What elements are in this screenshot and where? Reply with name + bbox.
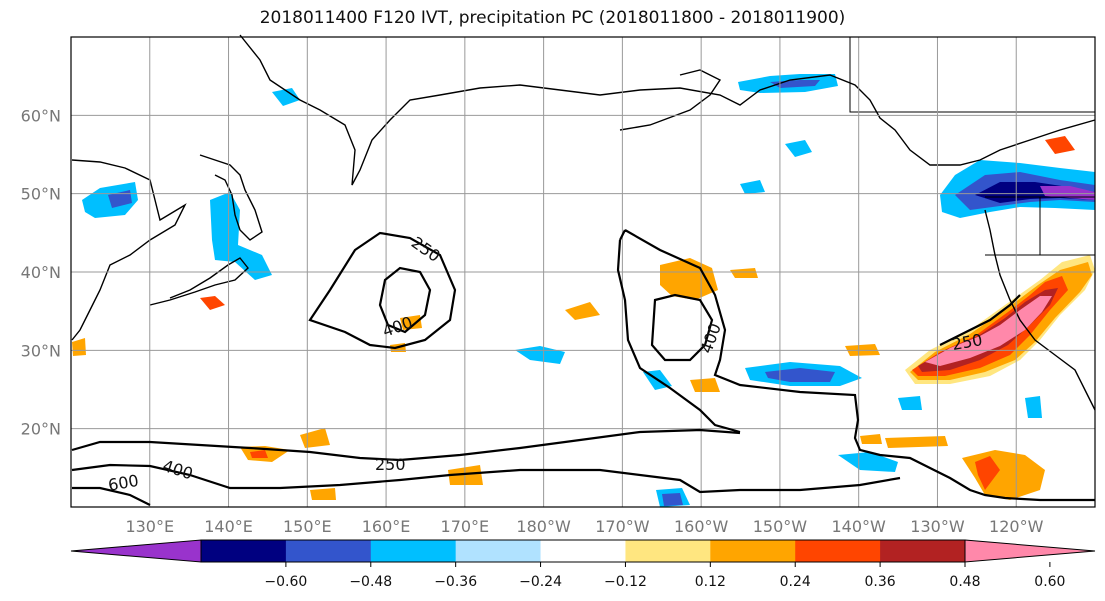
map-frame	[70, 36, 1096, 508]
colorbar-tick-label: 0.48	[949, 574, 980, 590]
lat-label: 50°N	[21, 185, 61, 204]
colorbar-extend-max	[964, 539, 1096, 563]
colorbar-outline	[200, 539, 966, 563]
contour-label-400-south: 400	[160, 456, 195, 484]
ivt-contour-250-west	[308, 231, 457, 350]
ivt-contour-250-ca	[939, 294, 1021, 346]
lat-label: 40°N	[21, 263, 61, 282]
lon-label: 150°E	[283, 517, 332, 536]
neg-region-midpac-a	[515, 346, 565, 364]
pos-region-south-e-core	[975, 456, 1000, 490]
pos-region-central-b	[690, 378, 720, 392]
neg-region-midpac-b-core	[765, 368, 835, 382]
pos-region-south-c	[860, 434, 882, 444]
colorbar-tick-label: −0.12	[604, 574, 647, 590]
pos-region-midpac-f	[400, 315, 422, 330]
colorbar-tick-label: −0.36	[434, 574, 477, 590]
colorbar-segment	[880, 540, 966, 562]
gridlines	[71, 37, 1095, 507]
colorbar-tick-label: −0.60	[264, 574, 307, 590]
colorbar-segment	[455, 540, 542, 562]
ivt-contour-250-south	[71, 428, 741, 462]
pos-region-bc-coast	[1045, 136, 1075, 154]
lon-label: 180°W	[516, 517, 571, 536]
pos-region-central-a	[660, 258, 718, 300]
pos-region-central-c	[730, 268, 758, 278]
lon-label: 160°W	[674, 517, 729, 536]
neg-region-sakhalin	[272, 88, 300, 106]
lat-label: 30°N	[21, 341, 61, 360]
lon-label: 150°W	[753, 517, 808, 536]
lon-label: 130°W	[910, 517, 965, 536]
lon-label: 170°W	[595, 517, 650, 536]
lat-label: 20°N	[21, 420, 61, 439]
map-title: 2018011400 F120 IVT, precipitation PC (2…	[259, 8, 846, 28]
colorbar: −0.60 −0.48 −0.36 −0.24 −0.12 0.12 0.24 0.36 0.4…	[70, 539, 1096, 590]
colorbar-segment	[285, 540, 372, 562]
colorbar-tick-label: 0.36	[865, 574, 896, 590]
pos-region-japan-south	[200, 296, 225, 310]
contour-label-250-west: 250	[408, 233, 444, 266]
ivt-contour-600-south	[72, 486, 151, 506]
precip-shading	[72, 74, 1095, 507]
political-borders	[849, 37, 1095, 256]
colorbar-segment	[201, 540, 287, 562]
neg-region-south-b-core	[662, 493, 683, 506]
neg-region-south-a	[838, 452, 898, 472]
lon-label: 120°W	[989, 517, 1044, 536]
latitude-labels: 60°N 50°N 40°N 30°N 20°N	[21, 106, 61, 438]
lon-label: 130°E	[125, 517, 174, 536]
pos-region-south-i	[310, 488, 336, 500]
lon-label: 140°E	[204, 517, 253, 536]
colorbar-segment	[370, 540, 457, 562]
ivt-contour-250-central	[616, 229, 1095, 502]
colorbar-tick-label: −0.24	[519, 574, 562, 590]
ivt-contour-400-central	[650, 293, 714, 362]
lon-label: 160°E	[362, 517, 411, 536]
neg-region-gulf-b	[740, 180, 765, 194]
colorbar-segment	[540, 540, 626, 562]
pos-region-south-d	[885, 436, 948, 448]
lon-label: 140°W	[832, 517, 887, 536]
colorbar-segment	[710, 540, 796, 562]
colorbar-segment	[625, 540, 711, 562]
contour-label-600-south: 600	[107, 471, 140, 495]
neg-region-sw-a	[898, 396, 922, 410]
ivt-contours	[71, 229, 1095, 506]
pos-region-south-h	[448, 465, 483, 485]
contour-label-250-south: 250	[375, 455, 406, 474]
colorbar-tick-label: 0.12	[695, 574, 726, 590]
colorbar-tick-label: −0.48	[349, 574, 392, 590]
pos-region-south-f-core	[250, 450, 268, 458]
ivt-contour-400-west	[378, 266, 432, 334]
lon-label: 170°E	[441, 517, 490, 536]
colorbar-tick-label: 0.24	[780, 574, 811, 590]
neg-region-gulf-a	[785, 140, 812, 157]
pos-region-china-coast	[72, 338, 86, 356]
ivt-contour-400-south	[71, 463, 901, 494]
coastlines	[71, 34, 1096, 411]
neg-region-japan-north	[210, 192, 272, 280]
neg-region-kamchatka	[82, 182, 138, 218]
longitude-labels: 130°E 140°E 150°E 160°E 170°E 180°W 170°W 160°W…	[125, 517, 1043, 536]
colorbar-segment	[795, 540, 881, 562]
pos-region-south-g	[300, 428, 330, 448]
pos-region-midpac-d	[565, 302, 600, 320]
colorbar-extend-min	[70, 539, 202, 563]
neg-region-sw-b	[1025, 396, 1042, 418]
colorbar-tick-label: 0.60	[1034, 574, 1065, 590]
lat-label: 60°N	[21, 106, 61, 125]
